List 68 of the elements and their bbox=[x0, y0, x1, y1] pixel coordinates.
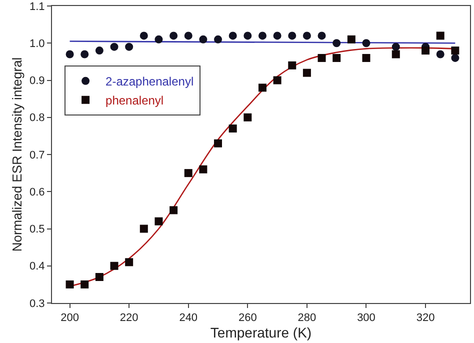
x-axis-title: Temperature (K) bbox=[210, 324, 312, 340]
point bbox=[184, 169, 192, 178]
point bbox=[140, 224, 148, 233]
point bbox=[80, 50, 89, 58]
point bbox=[258, 84, 266, 92]
point bbox=[154, 35, 163, 44]
point bbox=[318, 32, 326, 40]
x-tick-label: 280 bbox=[298, 312, 316, 324]
point bbox=[170, 32, 178, 40]
point bbox=[451, 54, 460, 62]
point bbox=[66, 280, 74, 288]
point bbox=[95, 46, 104, 55]
point bbox=[288, 32, 296, 40]
point bbox=[110, 262, 118, 270]
point bbox=[392, 42, 400, 51]
y-tick-label: 1.1 bbox=[30, 0, 45, 13]
point bbox=[184, 32, 192, 40]
point bbox=[436, 50, 444, 58]
point bbox=[170, 206, 178, 214]
legend-label: phenalenyl bbox=[106, 94, 164, 108]
point bbox=[244, 113, 252, 122]
point bbox=[302, 68, 311, 77]
y-tick-label: 0.6 bbox=[30, 186, 45, 198]
point bbox=[392, 50, 400, 58]
point bbox=[125, 42, 134, 51]
point bbox=[95, 273, 104, 282]
point bbox=[451, 46, 460, 55]
point bbox=[110, 42, 118, 51]
y-tick-label: 0.8 bbox=[30, 112, 45, 124]
point bbox=[125, 258, 134, 266]
x-tick-label: 320 bbox=[416, 312, 435, 324]
x-tick-label: 260 bbox=[238, 312, 257, 324]
point bbox=[199, 165, 208, 174]
point bbox=[273, 76, 282, 84]
legend-label: 2-azaphenalenyl bbox=[106, 74, 194, 89]
point bbox=[228, 124, 237, 133]
point bbox=[273, 32, 282, 40]
point bbox=[140, 32, 148, 40]
point bbox=[244, 32, 252, 40]
point bbox=[347, 35, 356, 44]
point bbox=[258, 32, 266, 40]
point bbox=[214, 35, 222, 44]
y-tick-label: 0.4 bbox=[30, 260, 45, 273]
point bbox=[199, 35, 208, 44]
point bbox=[318, 54, 326, 62]
y-tick-label: 0.7 bbox=[30, 149, 45, 162]
y-tick-label: 0.3 bbox=[30, 298, 45, 310]
x-tick-label: 240 bbox=[179, 312, 198, 324]
point bbox=[362, 54, 370, 62]
point bbox=[228, 32, 237, 40]
point bbox=[154, 217, 163, 226]
point bbox=[288, 61, 296, 70]
x-tick-label: 200 bbox=[60, 312, 79, 324]
point bbox=[362, 39, 370, 48]
point bbox=[80, 280, 89, 288]
point bbox=[302, 32, 311, 40]
point bbox=[214, 139, 222, 148]
point bbox=[332, 39, 341, 48]
x-tick-label: 220 bbox=[120, 312, 138, 324]
point bbox=[66, 50, 74, 58]
point bbox=[332, 54, 341, 62]
y-tick-label: 0.5 bbox=[30, 224, 45, 236]
y-axis-title: Normalized ESR Intensity integral bbox=[9, 57, 24, 252]
x-tick-label: 300 bbox=[357, 312, 376, 324]
y-tick-label: 0.9 bbox=[30, 75, 45, 88]
y-tick-label: 1.0 bbox=[30, 38, 45, 50]
point bbox=[422, 46, 430, 55]
point bbox=[436, 32, 444, 40]
